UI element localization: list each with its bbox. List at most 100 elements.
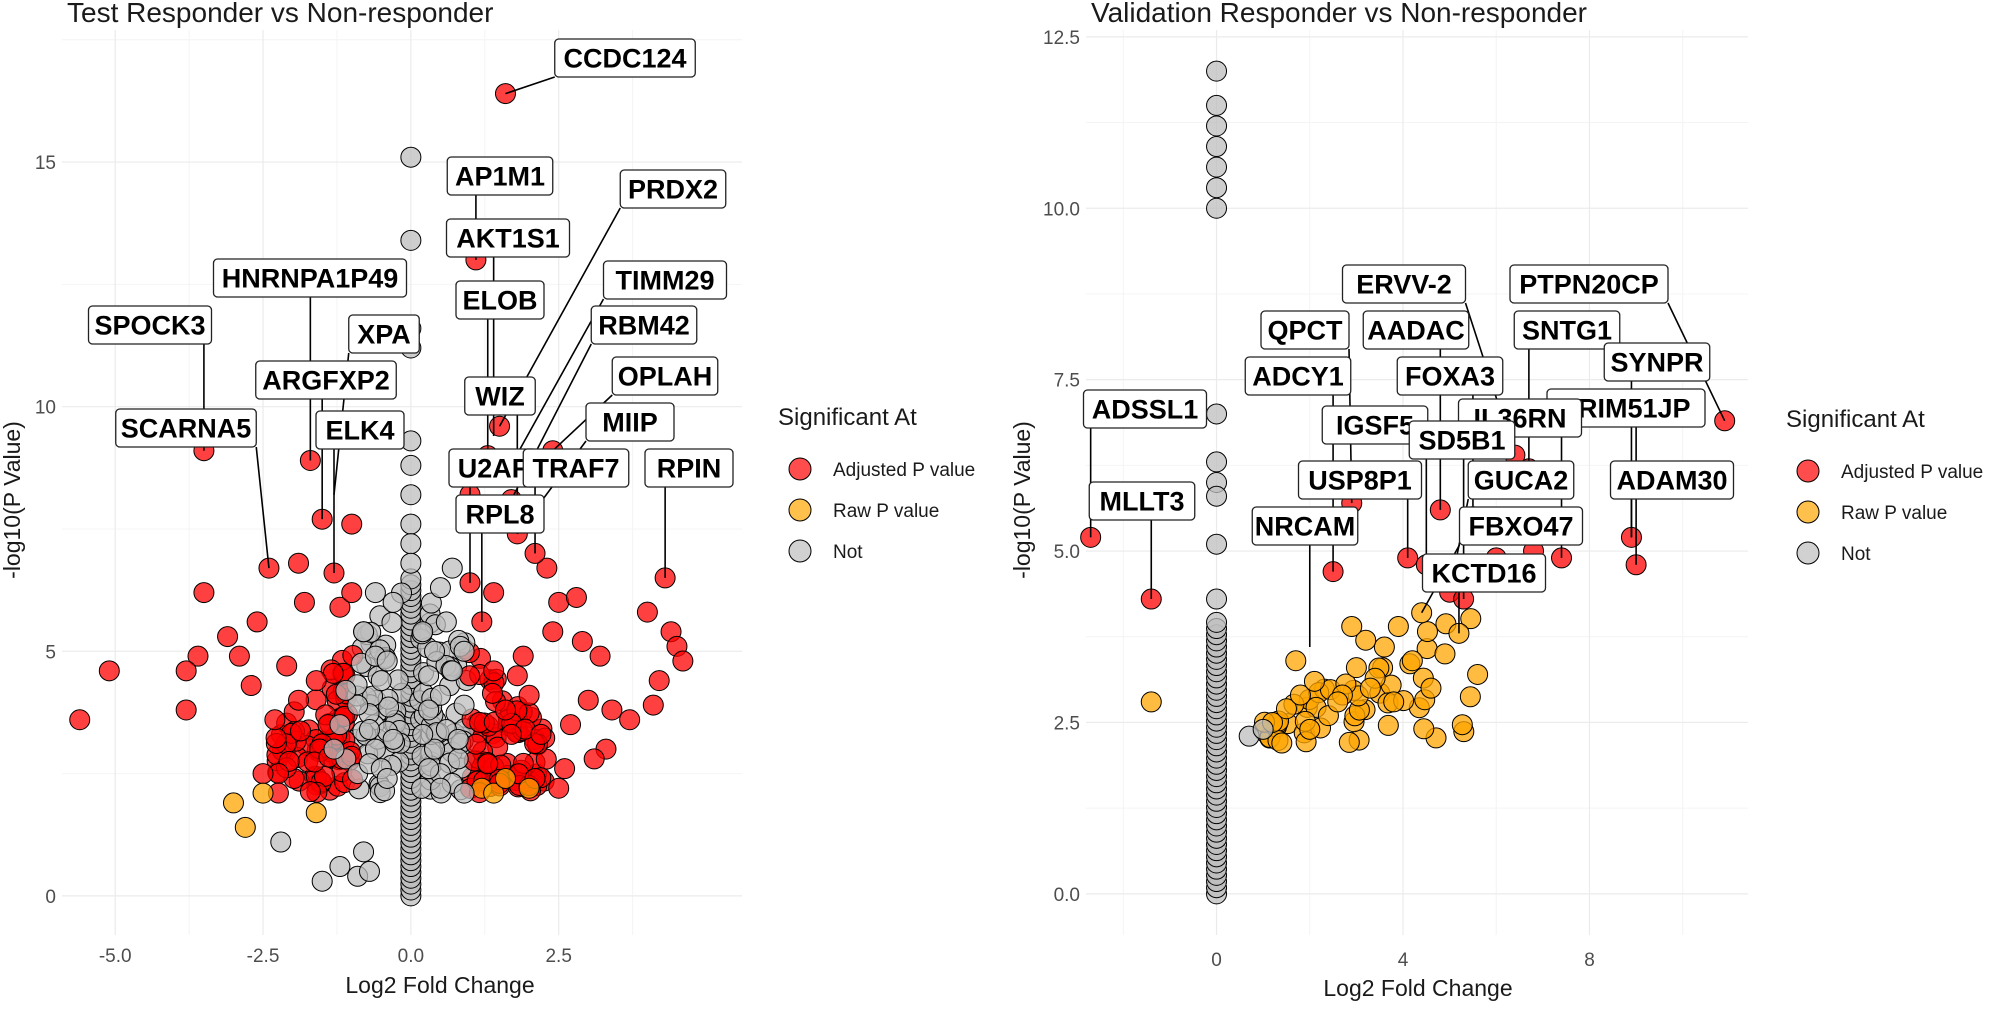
- gene-label-akt1s1: AKT1S1: [445, 218, 571, 258]
- data-point-raw: [1387, 615, 1409, 637]
- data-point-not-significant: [429, 577, 451, 599]
- data-point-raw: [305, 802, 327, 824]
- y-tick-label: 5: [45, 642, 56, 663]
- data-point-not-significant: [382, 728, 404, 750]
- data-point-adjusted: [548, 777, 570, 799]
- gene-label-ervv-2: ERVV-2: [1341, 264, 1467, 304]
- data-point-adjusted: [217, 626, 239, 648]
- y-tick-label: 15: [35, 153, 56, 174]
- data-point-raw: [518, 777, 540, 799]
- data-point-adjusted: [583, 748, 605, 770]
- test-plot-title: Test Responder vs Non-responder: [67, 0, 493, 28]
- gene-label-text: RPL8: [465, 500, 534, 530]
- gene-label-text: FOXA3: [1405, 362, 1495, 392]
- data-point-raw: [1341, 615, 1363, 637]
- gene-label-text: TRIM51JP: [1561, 394, 1690, 424]
- gene-label-miip: MIIP: [585, 402, 675, 442]
- data-point-adjusted: [252, 763, 274, 785]
- data-point-raw: [1299, 718, 1321, 740]
- data-point-raw: [1467, 663, 1489, 685]
- gene-label-text: SCARNA5: [121, 414, 252, 444]
- test-plot-y-tick-labels: 0 5 10 15: [35, 153, 56, 908]
- data-point-adjusted: [601, 699, 623, 721]
- data-point-not-significant: [424, 738, 446, 760]
- data-point-not-significant: [353, 841, 375, 863]
- gene-label-box: [1362, 310, 1470, 350]
- gene-label-text: TRAF7: [533, 454, 620, 484]
- data-point-not-significant: [400, 513, 422, 535]
- gene-label-rbm42: RBM42: [590, 305, 698, 345]
- gene-label-text: SNTG1: [1522, 316, 1612, 346]
- data-point-adjusted: [299, 781, 321, 803]
- data-point-adjusted: [506, 665, 528, 687]
- data-point-raw: [1359, 677, 1381, 699]
- gene-label-leader: [505, 76, 556, 95]
- data-point-not-significant: [382, 591, 404, 613]
- data-point-not-significant: [420, 592, 442, 614]
- data-point-raw: [1373, 636, 1395, 658]
- data-point-not-significant: [400, 146, 422, 168]
- legend-title: Significant At: [778, 404, 917, 431]
- gene-label-box: [585, 402, 675, 442]
- gene-label-adssl1: ADSSL1: [1082, 389, 1208, 429]
- data-point-not-significant: [411, 777, 433, 799]
- data-point-not-significant: [323, 738, 345, 760]
- data-point-not-significant: [400, 552, 422, 574]
- x-tick-label: -5.0: [99, 946, 132, 967]
- data-point-not-significant: [1206, 136, 1228, 158]
- data-point-not-significant: [329, 856, 351, 878]
- data-point-adjusted: [619, 709, 641, 731]
- data-point-not-significant: [453, 782, 475, 804]
- test-plot-legend: Significant At Adjusted P value Raw P valu…: [778, 404, 975, 563]
- gene-label-elob: ELOB: [455, 280, 545, 320]
- data-point-not-significant: [1252, 718, 1274, 740]
- data-point-raw: [1303, 670, 1325, 692]
- validation-volcano-plot: Validation Responder vs Non-responder ER…: [1009, 0, 1983, 1001]
- data-point-not-significant: [441, 557, 463, 579]
- data-point-adjusted: [288, 552, 310, 574]
- gene-label-adam30: ADAM30: [1609, 460, 1735, 500]
- gene-label-mllt3: MLLT3: [1088, 481, 1196, 521]
- gene-label-hnrnpa1p49: HNRNPA1P49: [212, 258, 408, 298]
- data-point-adjusted: [536, 557, 558, 579]
- data-point-adjusted: [341, 513, 363, 535]
- gene-label-fbxo47: FBXO47: [1458, 506, 1584, 546]
- gene-label-aadac: AADAC: [1362, 310, 1470, 350]
- data-point-adjusted: [288, 689, 310, 711]
- data-point-adjusted: [305, 670, 327, 692]
- gene-label-text: SPOCK3: [94, 311, 205, 341]
- gene-label-text: IGSF5: [1336, 411, 1414, 441]
- data-point-adjusted: [240, 675, 262, 697]
- gene-label-sd5b1: SD5B1: [1408, 420, 1516, 460]
- gene-label-box: [1509, 264, 1669, 304]
- gene-label-box: [1260, 310, 1350, 350]
- data-point-raw: [1413, 718, 1435, 740]
- data-point-not-significant: [418, 758, 440, 780]
- gene-label-text: ADAM30: [1616, 466, 1727, 496]
- gene-label-box: [611, 356, 719, 396]
- data-point-adjusted: [465, 733, 487, 755]
- data-point-not-significant: [358, 719, 380, 741]
- gene-label-box: [644, 448, 734, 488]
- gene-label-box: [446, 156, 554, 196]
- gene-label-sntg1: SNTG1: [1513, 310, 1621, 350]
- gene-label-box: [455, 494, 545, 534]
- gene-label-wiz: WIZ: [464, 376, 536, 416]
- data-point-raw: [1401, 650, 1423, 672]
- gene-label-nrcam: NRCAM: [1251, 506, 1359, 546]
- gene-label-text: RBM42: [598, 311, 690, 341]
- data-point-not-significant: [441, 660, 463, 682]
- gene-label-ptpn20cp: PTPN20CP: [1509, 264, 1669, 304]
- data-point-raw: [1377, 714, 1399, 736]
- data-point-adjusted: [98, 660, 120, 682]
- gene-label-box: [1603, 342, 1711, 382]
- data-point-not-significant: [424, 640, 446, 662]
- data-point-not-significant: [400, 229, 422, 251]
- data-point-raw: [1434, 643, 1456, 665]
- gene-label-box: [455, 280, 545, 320]
- test-plot-x-axis-title: Log2 Fold Change: [345, 972, 534, 998]
- gene-label-oplah: OPLAH: [611, 356, 719, 396]
- data-point-not-significant: [1206, 60, 1228, 82]
- data-point-not-significant: [400, 533, 422, 555]
